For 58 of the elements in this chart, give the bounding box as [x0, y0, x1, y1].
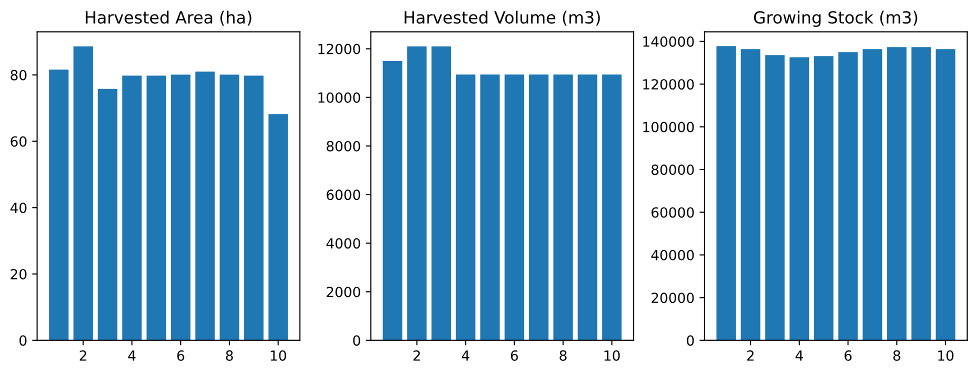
bar — [765, 55, 785, 340]
y-tick-label: 0 — [353, 335, 360, 346]
bar — [49, 70, 69, 340]
chart-title: Growing Stock (m3) — [754, 10, 918, 27]
y-tick-label: 20000 — [652, 292, 694, 304]
y-tick-label: 40 — [10, 202, 26, 214]
bar — [814, 56, 834, 340]
chart-title: Harvested Volume (m3) — [404, 10, 600, 26]
x-tick-label: 8 — [893, 350, 900, 361]
x-tick-label: 10 — [938, 350, 954, 361]
chart-title: Harvested Area (ha) — [86, 10, 252, 26]
bar — [838, 52, 858, 340]
y-tick-label: 80000 — [652, 164, 694, 175]
y-tick-label: 40000 — [651, 250, 694, 260]
y-tick-label: 8000 — [326, 140, 360, 152]
y-tick-label: 60 — [10, 136, 26, 147]
y-tick-label: 140000 — [643, 36, 694, 47]
bar — [862, 49, 882, 340]
x-tick-label: 10 — [270, 350, 286, 361]
bar — [244, 76, 264, 340]
y-tick-label: 0 — [686, 335, 694, 346]
bar — [220, 74, 240, 340]
y-tick-label: 120000 — [643, 79, 694, 90]
x-tick-label: 8 — [226, 350, 233, 361]
bar — [268, 114, 288, 340]
y-tick-label: 0 — [19, 335, 26, 346]
x-tick-label: 6 — [510, 350, 518, 361]
x-tick-label: 2 — [413, 350, 420, 361]
bar — [740, 49, 760, 340]
bar — [73, 46, 93, 340]
bar — [911, 47, 931, 340]
bar — [146, 76, 166, 340]
bar — [790, 57, 810, 340]
bar — [98, 88, 118, 340]
bar — [170, 74, 190, 340]
x-tick-label: 6 — [177, 350, 184, 361]
y-tick-label: 20 — [10, 268, 26, 280]
x-tick-label: 8 — [560, 350, 567, 361]
bar — [936, 49, 956, 340]
y-tick-label: 60000 — [652, 207, 694, 218]
x-tick-label: 2 — [80, 350, 86, 361]
y-tick-label: 100000 — [643, 122, 694, 132]
bar — [887, 47, 907, 340]
x-tick-label: 2 — [747, 350, 754, 361]
y-tick-label: 80 — [10, 70, 26, 80]
x-tick-label: 4 — [462, 350, 470, 361]
y-tick-label: 12000 — [318, 44, 360, 54]
y-tick-label: 2000 — [326, 286, 360, 298]
y-tick-label: 10000 — [318, 92, 360, 103]
bar — [122, 76, 142, 340]
x-tick-label: 4 — [796, 350, 803, 361]
x-tick-label: 6 — [844, 350, 852, 361]
y-tick-label: 6000 — [326, 190, 360, 200]
x-tick-label: 10 — [604, 350, 620, 361]
y-tick-label: 4000 — [326, 238, 360, 249]
x-tick-label: 4 — [128, 350, 136, 361]
bar — [195, 72, 215, 340]
bar — [716, 46, 736, 340]
